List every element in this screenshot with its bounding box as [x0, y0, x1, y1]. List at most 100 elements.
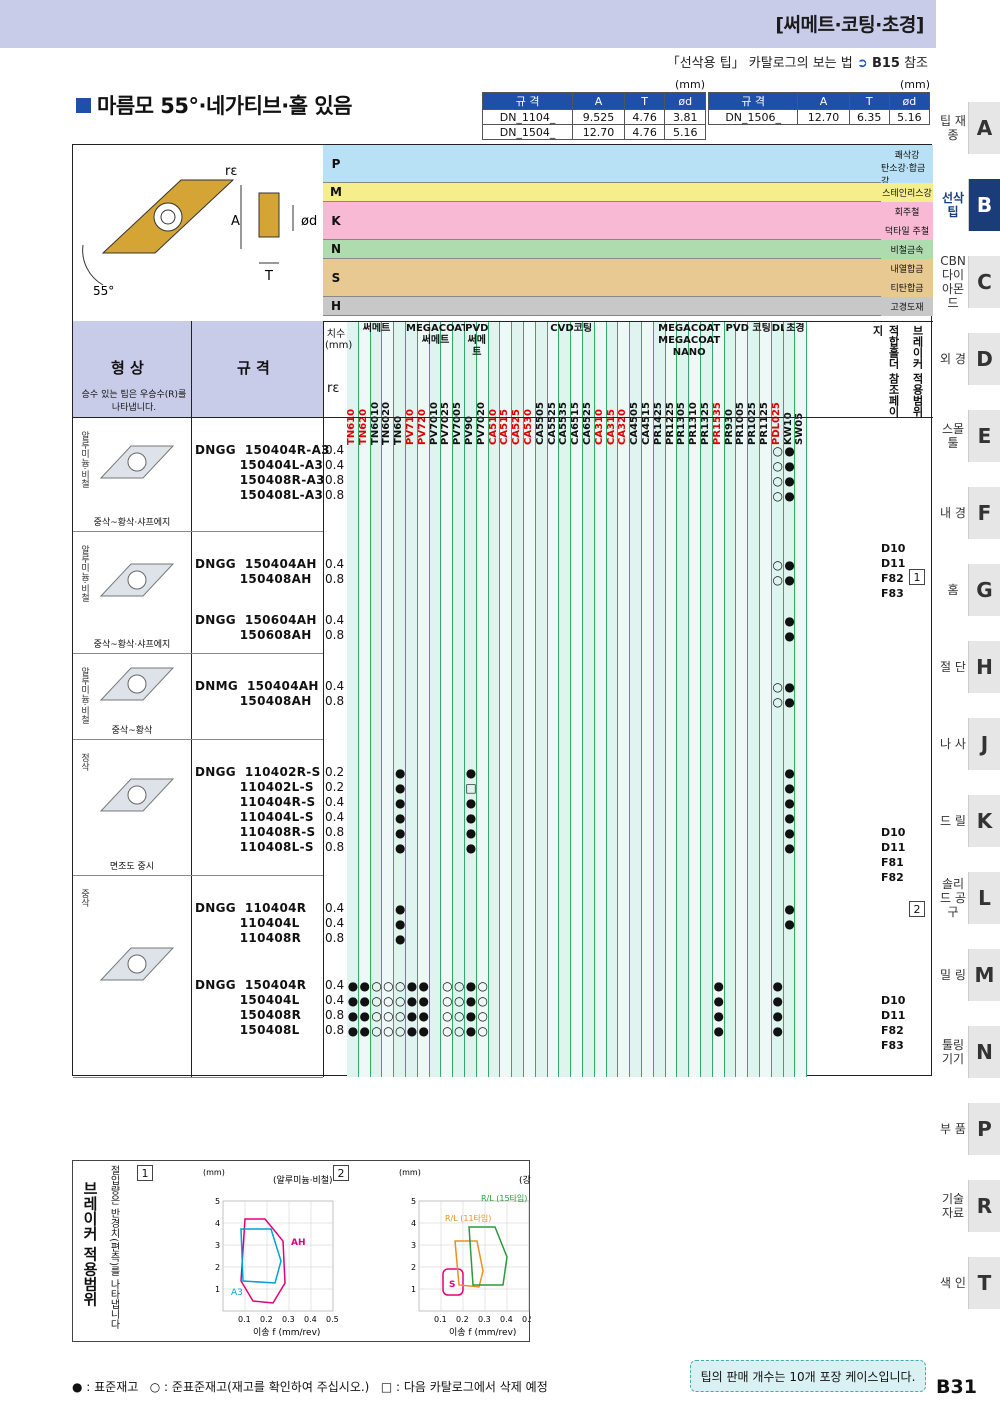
holder-ref-page[interactable]: D10 — [881, 994, 906, 1007]
stock-mark: ● — [784, 902, 795, 916]
tab-label: CBN 다이아몬드 — [940, 254, 966, 310]
application-category: 중삭 — [79, 889, 89, 907]
stock-mark: ● — [406, 979, 418, 993]
divider — [73, 417, 933, 418]
chart2-number: 2 — [333, 1165, 349, 1181]
spec-heading: 규 격 — [237, 359, 270, 377]
corner-radius: 0.4 — [325, 795, 345, 809]
stock-mark: ● — [713, 979, 725, 993]
stock-mark: ● — [406, 1009, 418, 1023]
tab-label: 부 품 — [940, 1122, 966, 1136]
ref-page-link[interactable]: B15 — [871, 56, 900, 71]
side-tab-c[interactable]: CBN 다이아몬드 C — [938, 254, 1000, 310]
grade-column — [783, 321, 796, 1077]
stock-mark: ● — [394, 841, 406, 855]
fit-holder-heading: 적합홀더 참조페이지 — [871, 325, 900, 417]
stock-mark: ○ — [383, 979, 394, 993]
stock-mark: ● — [784, 796, 795, 810]
product-model: 150404L-A3 — [195, 458, 324, 472]
grade-column — [712, 321, 725, 1077]
grade-column — [630, 321, 642, 1077]
stock-mark: ● — [784, 629, 795, 643]
side-tab-a[interactable]: 팁 재종 A — [938, 100, 1000, 156]
stock-mark: ● — [394, 766, 406, 780]
holder-ref-page[interactable]: F82 — [881, 871, 904, 884]
breaker-ref-box[interactable]: 1 — [909, 569, 925, 585]
side-tab-l[interactable]: 솔리드 공구 L — [938, 870, 1000, 926]
re-heading: rε — [327, 381, 340, 396]
grade-column — [524, 321, 536, 1077]
holder-ref-page[interactable]: F82 — [881, 572, 904, 585]
holder-ref-page[interactable]: D10 — [881, 542, 906, 555]
grade-column — [677, 321, 690, 1077]
side-tab-e[interactable]: 스몰툴 E — [938, 408, 1000, 464]
grade-column — [559, 321, 572, 1077]
product-model: 150408AH — [195, 572, 312, 586]
product-model: 110402L-S — [195, 780, 314, 794]
stock-mark: ● — [359, 1024, 371, 1038]
tab-label: 내 경 — [940, 506, 966, 520]
stock-mark: ○ — [371, 979, 382, 993]
svg-text:2: 2 — [411, 1263, 416, 1272]
stock-mark: ● — [418, 979, 430, 993]
holder-ref-page[interactable]: F83 — [881, 1039, 904, 1052]
tab-letter: R — [968, 1180, 1000, 1232]
side-tab-r[interactable]: 기술 자료 R — [938, 1178, 1000, 1234]
grade-column — [689, 321, 701, 1077]
side-tab-n[interactable]: 툴링 기기 N — [938, 1024, 1000, 1080]
grade-column — [453, 321, 465, 1077]
td: 3.81 — [664, 109, 706, 125]
application-caption: 중삭~황삭·샤프에지 — [93, 518, 171, 528]
stock-mark: ○ — [394, 1009, 406, 1023]
stock-mark: ○ — [394, 1024, 406, 1038]
svg-text:(강): (강) — [519, 1175, 531, 1186]
section-title: 마름모 55°·네가티브·홀 있음 — [76, 90, 353, 120]
page-category-title: [써메트·코팅·초경] — [775, 14, 924, 36]
tab-label: 선삭 팁 — [941, 191, 965, 219]
insert-photo — [99, 667, 175, 701]
material-band-m — [323, 183, 933, 202]
stock-mark: ○ — [453, 994, 465, 1008]
svg-text:0.1: 0.1 — [238, 1315, 251, 1324]
grade-column — [382, 321, 395, 1077]
a-label: A — [231, 214, 240, 229]
product-model: 150608AH — [195, 628, 312, 642]
holder-ref-page[interactable]: D10 — [881, 826, 906, 839]
stock-mark: ● — [772, 1009, 784, 1023]
grade-column — [535, 321, 548, 1077]
corner-radius: 0.8 — [325, 840, 345, 854]
corner-radius: 0.4 — [325, 458, 345, 472]
breaker-ref-box[interactable]: 2 — [909, 901, 925, 917]
application-category: 알루미늄·비철 — [79, 545, 89, 602]
application-category: 알루미늄·비철 — [79, 431, 89, 488]
holder-ref-page[interactable]: D11 — [881, 557, 906, 570]
stock-mark: ○ — [383, 994, 394, 1008]
stock-mark: ● — [394, 796, 406, 810]
holder-ref-page[interactable]: D11 — [881, 1009, 906, 1022]
stock-mark: ○ — [772, 474, 784, 488]
svg-text:1: 1 — [215, 1285, 220, 1294]
td: DN_1504_ — [481, 124, 574, 140]
material-code: P — [331, 156, 341, 171]
holder-ref-page[interactable]: F82 — [881, 1024, 904, 1037]
product-model: DNGG 150404R — [195, 978, 307, 992]
grade-column — [394, 321, 406, 1077]
th: 규 격 — [481, 92, 574, 110]
grade-name: SW05 — [794, 412, 806, 445]
holder-ref-page[interactable]: F83 — [881, 587, 904, 600]
holder-ref-page[interactable]: F81 — [881, 856, 904, 869]
holder-ref-page[interactable]: D11 — [881, 841, 906, 854]
stock-mark: ● — [784, 811, 795, 825]
stock-mark: ○ — [394, 994, 406, 1008]
stock-mark: ○ — [371, 994, 382, 1008]
